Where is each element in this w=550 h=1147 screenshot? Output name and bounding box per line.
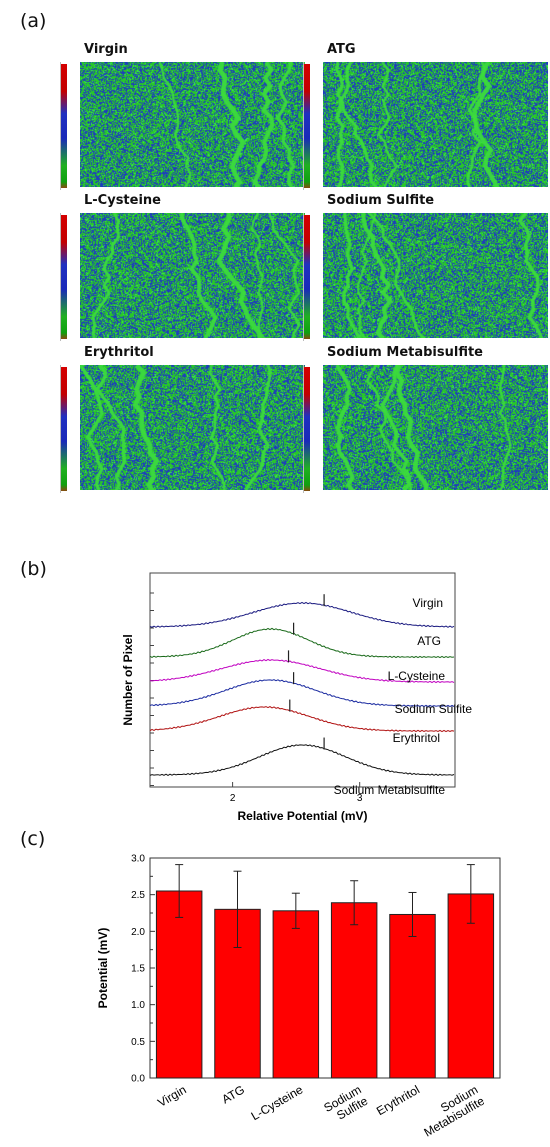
panel-c-label: (c) <box>20 828 46 850</box>
colorbar <box>61 367 67 491</box>
x-tick-label-line: ATG <box>219 1082 247 1106</box>
y-tick-label: 1.0 <box>131 1000 145 1011</box>
map-title: Virgin <box>84 42 128 57</box>
bar-chart: 0.0 0.5 1.0 1.5 2.0 2.5 3.0 Potential (mV) Virgi… <box>96 854 501 1140</box>
colorbar <box>304 64 310 188</box>
series-label: Sodium Sulfite <box>395 702 473 716</box>
curve-0 <box>149 601 455 628</box>
map-title: Sodium Metabisulfite <box>327 345 483 360</box>
y-axis-label: Potential (mV) <box>96 928 110 1009</box>
x-tick-label: 2 <box>230 793 236 804</box>
x-tick-label-line: Erythritol <box>374 1082 422 1118</box>
map-title: L-Cysteine <box>84 193 161 208</box>
curve-3 <box>149 679 455 708</box>
x-tick-label-line: Virgin <box>155 1082 188 1109</box>
y-tick-label: 2.0 <box>131 927 145 938</box>
x-tick-label: SodiumSulfite <box>321 1082 370 1126</box>
colorbar-frame <box>303 62 318 190</box>
curve-5 <box>149 744 455 776</box>
curve-2 <box>149 658 455 684</box>
bar-2 <box>272 910 320 1079</box>
colorbar <box>61 64 67 188</box>
potential-map-image <box>323 213 548 338</box>
bar-5 <box>447 893 495 1079</box>
potential-map-image <box>80 213 305 338</box>
histogram-chart: 2 3 Relative Potential (mV) Number of Pixel… <box>121 572 473 823</box>
bar-0 <box>155 890 203 1079</box>
colorbar-frame <box>60 213 75 341</box>
x-tick-label: ATG <box>219 1082 247 1106</box>
bar-3 <box>330 902 378 1079</box>
potential-map-image <box>323 365 548 490</box>
map-title: Sodium Sulfite <box>327 193 435 208</box>
colorbar <box>61 215 67 339</box>
y-axis-label: Number of Pixel <box>121 634 135 725</box>
y-tick-label: 3.0 <box>131 854 145 865</box>
series-label: ATG <box>417 634 441 648</box>
y-tick-label: 2.5 <box>131 890 145 901</box>
y-tick-label: 0.5 <box>131 1037 145 1048</box>
bar-4 <box>389 913 436 1079</box>
colorbar-frame <box>60 365 75 493</box>
x-tick-label: Erythritol <box>374 1082 422 1118</box>
potential-map-image <box>80 62 305 187</box>
curve-4 <box>149 706 455 733</box>
series-label: Virgin <box>413 596 443 610</box>
colorbar <box>304 215 310 339</box>
series-label: L-Cysteine <box>388 669 446 683</box>
x-axis-label: Relative Potential (mV) <box>237 809 367 823</box>
x-tick-label: 3 <box>357 793 363 804</box>
curve-1 <box>149 627 455 659</box>
y-tick-label: 1.5 <box>131 964 145 975</box>
series-label: Erythritol <box>393 731 440 745</box>
plot-frame <box>149 857 501 1079</box>
potential-map-image <box>323 62 548 187</box>
map-title: Erythritol <box>84 345 154 360</box>
x-tick-label: Virgin <box>155 1082 188 1109</box>
colorbar-frame <box>303 365 318 493</box>
x-tick-label-line: L-Cysteine <box>249 1082 306 1123</box>
y-tick-label: 0.0 <box>131 1074 145 1085</box>
x-tick-label: L-Cysteine <box>249 1082 306 1123</box>
x-tick-label: SodiumMetabisulfite <box>415 1082 487 1139</box>
map-title: ATG <box>327 42 356 57</box>
colorbar <box>304 367 310 491</box>
panel-b-label: (b) <box>20 558 47 580</box>
panel-a-label: (a) <box>20 10 47 32</box>
potential-map-image <box>80 365 305 490</box>
series-label: Sodium Metabisulfite <box>334 783 446 797</box>
colorbar-frame <box>303 213 318 341</box>
colorbar-frame <box>60 62 75 190</box>
